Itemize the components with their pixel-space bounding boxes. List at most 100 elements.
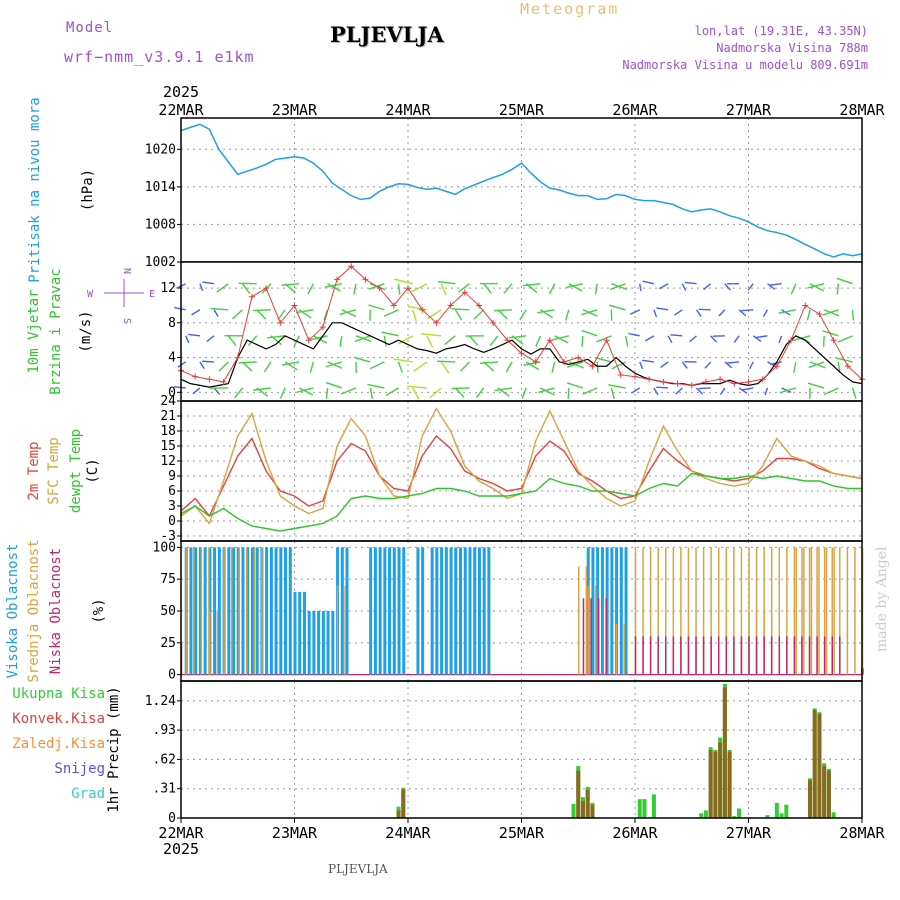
wind-arrow [279,387,286,399]
wind-arrow [582,387,598,395]
wind-arrow [525,361,540,371]
time-tick-top: 26MAR [612,101,658,119]
wind-arrow [199,361,205,370]
wind-gust-marker [504,337,511,344]
wind-gust-marker [405,285,411,292]
wind-gust-marker [575,354,582,361]
ytick-label: 0 [168,514,176,529]
panel-unit-cloud: (%) [91,598,107,623]
wind-arrow [247,335,258,346]
ytick-label: 4 [168,351,176,366]
wind-arrow [610,283,626,291]
wind-arrow [540,309,554,319]
wind-arrow [368,304,385,311]
wind-arrow [213,387,221,395]
wind-arrow [298,387,314,396]
precip-conv-bar [585,789,590,818]
time-tick-bottom: 28MAR [839,824,885,842]
wind-gust-marker [248,293,255,300]
wind-arrow [454,309,463,321]
wind-gust-marker [589,363,596,370]
wind-arrow [519,309,527,321]
wind-arrow [836,277,853,285]
time-tick-bottom: 23MAR [272,824,318,842]
wind-arrow [660,361,669,369]
time-tick-bottom: 25MAR [499,824,545,842]
wind-arrow [454,387,465,398]
wind-arrow [538,387,555,394]
wind-arrow [535,335,542,347]
wind-gust-marker [816,311,823,318]
ytick-label: 3 [168,499,176,514]
panel-frame [180,400,863,542]
wind-arrow [554,335,569,344]
ytick-label: .62 [153,752,176,767]
wind-gust-marker [362,276,369,283]
wind-gust-marker [546,337,553,344]
wind-arrow [407,385,427,389]
precip-conv-bar [713,751,718,818]
time-tick-bottom: 22MAR [158,824,204,842]
wind-arrow [451,387,470,390]
model-name: wrf−nmm_v3.9.1 e1km [64,48,255,66]
wind-arrow [738,309,747,317]
wind-arrow [552,335,569,341]
ytick-label: 1002 [145,255,176,270]
precip-total-bar [637,799,642,818]
wind-arrow [565,309,570,321]
wind-arrow [468,335,479,346]
wind-arrow [807,283,825,289]
wind-arrow [191,309,201,316]
station-title: PLJEVLJA [330,22,444,47]
wind-arrow [202,281,215,285]
wind-gust-marker [490,319,497,326]
wind-arrow [407,305,428,311]
wind-arrow [369,361,385,370]
precip-conv-bar [401,789,406,818]
ytick-label: 0 [168,811,176,826]
precip-total-bar [571,803,576,818]
wind-arrow [523,361,541,366]
wind-arrow [681,283,687,291]
wind-arrow [341,309,357,318]
wind-arrow [809,283,824,292]
wind-arrow [779,387,796,394]
wind-arrow [263,361,272,373]
wind-gust-marker [461,289,468,296]
series-temp-0 [180,434,863,518]
wind-arrow [473,309,485,320]
wind-arrow [494,309,513,312]
wind-arrow [596,335,612,343]
wind-gust-marker [773,363,780,370]
wind-arrow [822,309,839,316]
ytick-label: 0 [168,668,176,683]
panel-label-cloud-2: Niska Oblacnost [48,548,64,674]
wind-arrow [426,335,434,348]
wind-arrow [724,361,733,369]
wind-arrow [296,387,314,393]
precip-conv-bar [590,804,595,818]
wind-arrow [741,387,754,391]
wind-arrow [421,333,442,337]
wind-arrow [475,387,485,399]
wind-gust-marker [419,306,426,313]
wind-arrow [310,335,328,341]
wind-arrow [277,309,286,321]
wind-arrow [681,361,688,369]
wind-arrow [808,361,825,369]
wind-arrow [457,283,470,293]
compass-s: S [121,318,132,324]
wind-arrow [210,307,229,311]
wind-arrow [508,335,527,339]
wind-arrow [451,308,470,311]
wind-arrow [752,335,762,342]
ytick-label: -3 [160,529,176,544]
compass-cross [104,279,144,307]
wind-arrow [483,283,493,294]
precip-conv-bar [727,751,732,818]
wind-arrow [353,356,371,363]
wind-arrow [479,361,498,364]
panel-label-cloud-1: Srednja Oblacnost [26,539,42,682]
ytick-label: 6 [168,484,176,499]
wind-arrow [339,309,357,316]
